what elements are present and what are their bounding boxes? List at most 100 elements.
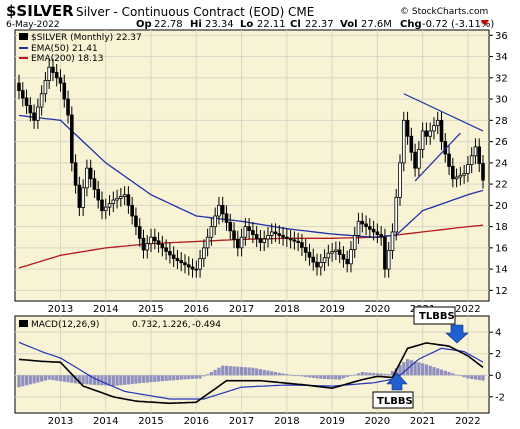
- macd-histogram-bar: [258, 369, 263, 376]
- macd-histogram-bar: [43, 375, 48, 381]
- macd-x-tick-label: 2013: [48, 416, 73, 427]
- vol-value: 27.6M: [361, 19, 392, 30]
- op-label: Op: [136, 19, 152, 30]
- candle-body: [32, 112, 36, 121]
- macd-histogram-bar: [273, 372, 278, 376]
- macd-histogram-bar: [462, 375, 466, 378]
- macd-histogram-bar: [353, 374, 357, 376]
- candle-body: [190, 266, 195, 270]
- candle-body: [220, 204, 225, 215]
- macd-histogram-bar: [345, 375, 349, 378]
- macd-histogram-bar: [432, 367, 436, 376]
- macd-histogram-bar: [413, 361, 417, 376]
- macd-histogram-bar: [307, 375, 312, 378]
- candle-body: [228, 221, 233, 232]
- candle-body: [251, 230, 255, 235]
- macd-histogram-bar: [424, 364, 429, 376]
- macd-histogram-bar: [372, 372, 376, 376]
- candle-body: [115, 197, 119, 201]
- candle-body: [175, 258, 180, 262]
- price-y-tick-label: 34: [495, 52, 508, 63]
- macd-histogram-bar: [266, 370, 270, 376]
- instrument-description: Silver - Continuous Contract (EOD): [76, 5, 284, 19]
- macd-histogram-bar: [123, 375, 127, 385]
- candle-body: [137, 226, 142, 239]
- macd-histogram-bar: [315, 375, 319, 379]
- legend-price: $SILVER (Monthly) 22.37: [31, 33, 142, 43]
- macd-legend: MACD(12,26,9) 0.732, 1.226, -0.494: [19, 320, 221, 330]
- macd-histogram-bar: [368, 372, 372, 376]
- candle-body: [352, 235, 357, 251]
- macd-histogram-bar: [443, 370, 447, 376]
- candle-body: [409, 135, 414, 153]
- candle-body: [111, 199, 116, 204]
- macd-histogram-bar: [55, 375, 59, 381]
- macd-histogram-bar: [356, 373, 361, 376]
- candle-body: [269, 231, 274, 236]
- candle-body: [62, 82, 67, 100]
- macd-histogram-bar: [168, 375, 172, 381]
- macd-histogram-bar: [206, 374, 210, 376]
- candle-body: [24, 97, 29, 106]
- macd-histogram-bar: [387, 374, 391, 376]
- macd-histogram-bar: [481, 375, 485, 381]
- candle-body: [326, 252, 331, 259]
- macd-histogram-bar: [285, 374, 289, 376]
- macd-histogram-bar: [194, 375, 198, 379]
- candle-body: [39, 93, 44, 108]
- candle-body: [254, 234, 259, 239]
- candle-body: [153, 236, 157, 242]
- price-y-tick-label: 16: [495, 243, 508, 254]
- candle-body: [473, 146, 478, 157]
- candle-body: [47, 66, 51, 81]
- candle-body: [92, 178, 97, 190]
- macd-histogram-bar: [111, 375, 115, 387]
- price-y-tick-label: 22: [495, 180, 508, 191]
- price-panel: [14, 29, 490, 302]
- candle-body: [330, 251, 334, 254]
- macd-histogram-bar: [379, 373, 383, 376]
- candle-body: [277, 233, 282, 236]
- macd-histogram-bar: [349, 375, 353, 377]
- macd-histogram-bar: [417, 362, 421, 376]
- candle-body: [454, 176, 459, 180]
- candle-body: [315, 261, 319, 268]
- symbol-title: $SILVER: [6, 2, 74, 20]
- price-x-tick-label: 2013: [48, 304, 73, 315]
- candle-body: [171, 254, 176, 259]
- macd-histogram-bar: [439, 369, 444, 376]
- candle-body: [209, 226, 214, 238]
- macd-histogram-bar: [311, 375, 315, 378]
- callout-text-top: TLBBS: [419, 311, 455, 322]
- macd-histogram-bar: [221, 365, 225, 376]
- macd-histogram-bar: [28, 375, 32, 385]
- candle-body: [232, 230, 236, 240]
- candle-body: [481, 163, 485, 181]
- ema200-line: [18, 224, 484, 269]
- price-y-tick-label: 12: [495, 286, 508, 297]
- hi-label: Hi: [190, 19, 202, 30]
- candle-body: [432, 125, 436, 132]
- macd-histogram-bar: [202, 375, 206, 377]
- macd-value-1: 0.732,: [132, 320, 161, 330]
- candle-body: [198, 258, 202, 270]
- macd-x-tick-label: 2021: [410, 416, 435, 427]
- macd-histogram-bar: [239, 366, 244, 376]
- candle-body: [149, 236, 153, 245]
- candle-body: [160, 243, 165, 249]
- candle-body: [466, 164, 470, 174]
- macd-histogram-bar: [326, 375, 330, 380]
- candle-body: [401, 119, 406, 164]
- candle-body: [85, 167, 89, 189]
- macd-histogram-bar: [292, 375, 296, 377]
- macd-histogram-bar: [187, 375, 191, 380]
- macd-histogram-bar: [458, 375, 462, 377]
- price-y-tick-label: 14: [495, 265, 508, 276]
- candle-body: [43, 80, 48, 95]
- candle-body: [168, 251, 172, 256]
- candle-body: [368, 226, 372, 230]
- macd-histogram-bar: [322, 375, 327, 379]
- macd-histogram-bar: [247, 367, 251, 376]
- candle-body: [337, 249, 342, 255]
- trendline: [414, 132, 461, 182]
